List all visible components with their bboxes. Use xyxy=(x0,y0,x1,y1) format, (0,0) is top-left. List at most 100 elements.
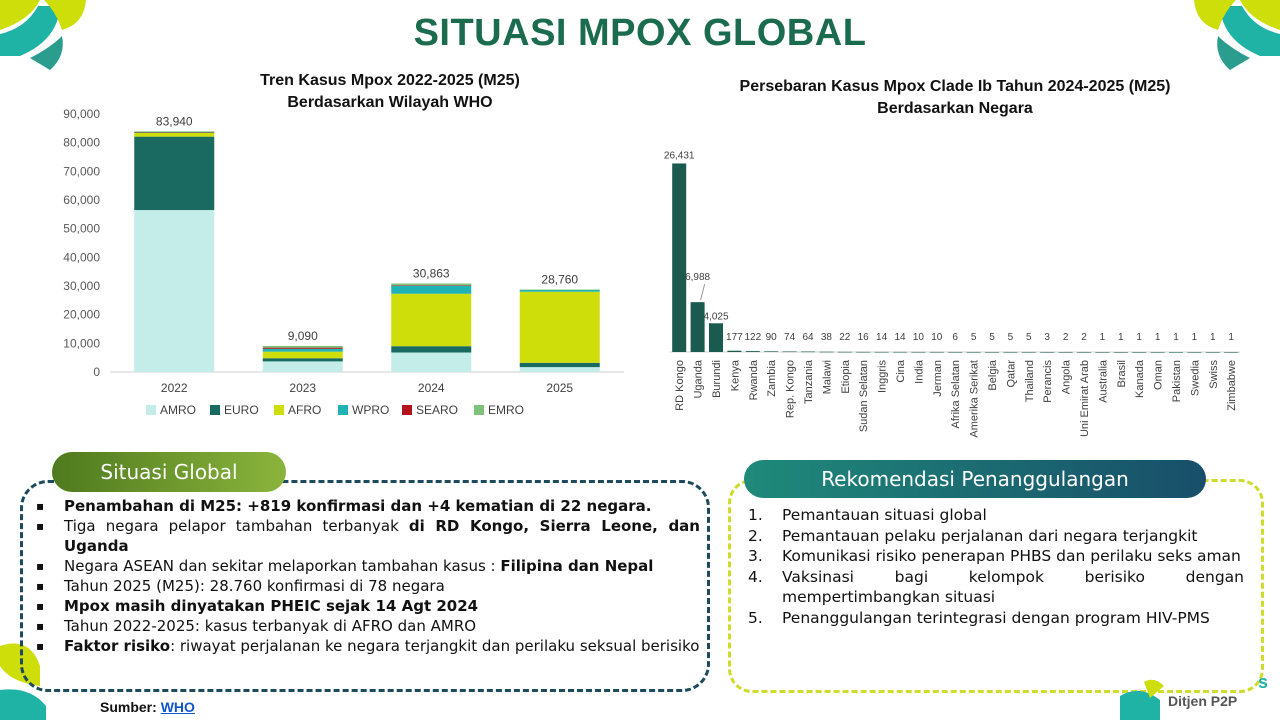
y-tick-label: 0 xyxy=(93,365,100,379)
source-label: Sumber: xyxy=(100,699,161,715)
situasi-item-text: Tahun 2025 (M25): 28.760 konfirmasi di 7… xyxy=(64,577,445,595)
rekomendasi-item-text: Pemantauan situasi global xyxy=(782,506,987,524)
x-tick-label: Uganda xyxy=(693,359,705,398)
bar xyxy=(727,350,742,352)
bar-segment-amro xyxy=(134,210,215,372)
bar-segment-euro xyxy=(519,362,600,368)
value-label: 22 xyxy=(839,332,851,343)
y-tick-label: 90,000 xyxy=(63,107,100,121)
x-tick-label: Jerman xyxy=(932,360,944,397)
bar xyxy=(1021,351,1036,353)
value-label: 1 xyxy=(1100,332,1106,343)
bar xyxy=(1040,351,1055,353)
value-label: 5 xyxy=(1026,332,1032,343)
rekomendasi-item-text: Pemantauan pelaku perjalanan dari negara… xyxy=(782,526,1198,545)
x-tick-label: Zimbabwe xyxy=(1226,360,1238,411)
rekomendasi-item-number: 1. xyxy=(748,506,763,524)
y-tick-label: 10,000 xyxy=(63,336,100,350)
rekomendasi-label: Rekomendasi Penanggulangan xyxy=(821,467,1129,491)
x-tick-label: Australia xyxy=(1097,359,1109,403)
left-chart-title-line2: Berdasarkan Wilayah WHO xyxy=(287,94,493,111)
bar xyxy=(893,351,907,353)
total-label: 30,863 xyxy=(413,267,450,281)
value-label: 64 xyxy=(802,332,814,343)
bar xyxy=(985,351,999,353)
x-tick-label: Brasil xyxy=(1116,360,1128,388)
bar-segment-emro xyxy=(134,131,215,133)
x-tick-label: Sudan Selatan xyxy=(858,360,870,432)
source-link-who[interactable]: WHO xyxy=(160,699,195,715)
x-tick-label: Uni Emirat Arab xyxy=(1079,360,1091,437)
x-tick-label: Oman xyxy=(1153,360,1165,390)
rekomendasi-item: 3. Komunikasi risiko penerapan PHBS dan p… xyxy=(748,546,1244,567)
corner-decoration-top-right xyxy=(1194,0,1280,70)
situasi-item: ▪ Faktor risiko: riwayat perjalanan ke ne… xyxy=(36,636,700,656)
value-label: 6 xyxy=(952,332,958,343)
x-tick-label: Tanzania xyxy=(803,359,815,404)
value-label: 1 xyxy=(1118,332,1124,343)
value-label: 90 xyxy=(766,332,778,343)
legend-swatch-afro xyxy=(274,405,284,415)
bar xyxy=(1132,351,1147,353)
x-tick-label: Malawi xyxy=(821,360,833,394)
x-tick-label: Angola xyxy=(1061,359,1073,394)
bullet-icon: ▪ xyxy=(36,619,45,633)
value-label: 5 xyxy=(989,332,995,343)
bar xyxy=(764,351,779,352)
situasi-item: ▪ Tahun 2022-2025: kasus terbanyak di AFR… xyxy=(36,616,700,636)
value-label: 1 xyxy=(1136,332,1142,343)
value-label: 2 xyxy=(1081,332,1087,343)
x-tick-label: Zambia xyxy=(766,359,778,397)
x-tick-label: 2024 xyxy=(418,381,445,395)
bar xyxy=(1150,351,1165,353)
rekomendasi-item: 5. Penanggulangan terintegrasi dengan pro… xyxy=(748,608,1244,629)
total-label: 28,760 xyxy=(541,273,578,287)
bar xyxy=(1205,351,1220,353)
left-chart-title: Tren Kasus Mpox 2022-2025 (M25) Berdasar… xyxy=(140,70,640,114)
situasi-item: ▪ Tahun 2025 (M25): 28.760 konfirmasi di … xyxy=(36,576,700,596)
bar-segment-afro xyxy=(134,132,215,137)
bullet-icon: ▪ xyxy=(36,599,45,613)
value-label: 10 xyxy=(931,332,943,343)
bar-segment-wpro xyxy=(134,132,215,133)
x-tick-label: RD Kongo xyxy=(674,360,686,411)
right-chart-title-line1: Persebaran Kasus Mpox Clade Ib Tahun 202… xyxy=(739,78,1171,95)
x-tick-label: Cina xyxy=(895,359,907,383)
x-tick-label: Perancis xyxy=(1042,360,1054,403)
x-tick-label: Rwanda xyxy=(748,359,760,400)
bar-segment-emro xyxy=(391,283,472,286)
legend-label: EURO xyxy=(224,403,259,417)
rekomendasi-list: 1. Pemantauan situasi global 2. Pemantauan … xyxy=(748,505,1244,628)
bar-chart-clade-ib-countries: 26,431 RD Kongo 6,988 Uganda 4,025 Burundi 177… xyxy=(664,150,1241,438)
value-label: 3 xyxy=(1044,332,1050,343)
value-label: 1 xyxy=(1173,332,1179,343)
left-chart-title-line1: Tren Kasus Mpox 2022-2025 (M25) xyxy=(260,72,520,89)
situasi-global-list: ▪ Penambahan di M25: +819 konfirmasi dan … xyxy=(36,496,700,656)
value-label: 16 xyxy=(858,332,870,343)
bullet-icon: ▪ xyxy=(36,519,45,533)
bar-segment-emro xyxy=(519,289,600,291)
bar xyxy=(782,351,797,353)
right-chart-title-line2: Berdasarkan Negara xyxy=(877,100,1033,117)
y-tick-label: 80,000 xyxy=(63,136,100,150)
x-tick-label: Swiss xyxy=(1208,360,1220,389)
value-label: 38 xyxy=(821,332,833,343)
rekomendasi-item-number: 5. xyxy=(748,608,763,627)
situasi-item: ▪ Tiga negara pelapor tambahan terbanyak … xyxy=(36,516,700,556)
y-tick-label: 20,000 xyxy=(63,308,100,322)
value-label: 5 xyxy=(1008,332,1014,343)
x-tick-label: Burundi xyxy=(711,360,723,398)
right-chart-title: Persebaran Kasus Mpox Clade Ib Tahun 202… xyxy=(690,76,1220,120)
bar xyxy=(672,163,687,352)
legend-label: WPRO xyxy=(352,403,389,417)
situasi-item-text: : riwayat perjalanan ke negara terjangki… xyxy=(170,637,700,655)
source-line: Sumber: WHO xyxy=(100,699,195,715)
value-label: 1 xyxy=(1192,332,1198,343)
corner-decoration-top-left xyxy=(0,0,86,70)
bar xyxy=(745,351,760,352)
bar xyxy=(1095,351,1110,353)
rekomendasi-item-number: 3. xyxy=(748,547,763,565)
x-tick-label: Pakistan xyxy=(1171,360,1183,402)
situasi-item-text: Filipina dan Nepal xyxy=(500,557,654,575)
situasi-item-text: Mpox masih dinyatakan PHEIC sejak 14 Agt… xyxy=(64,597,479,615)
